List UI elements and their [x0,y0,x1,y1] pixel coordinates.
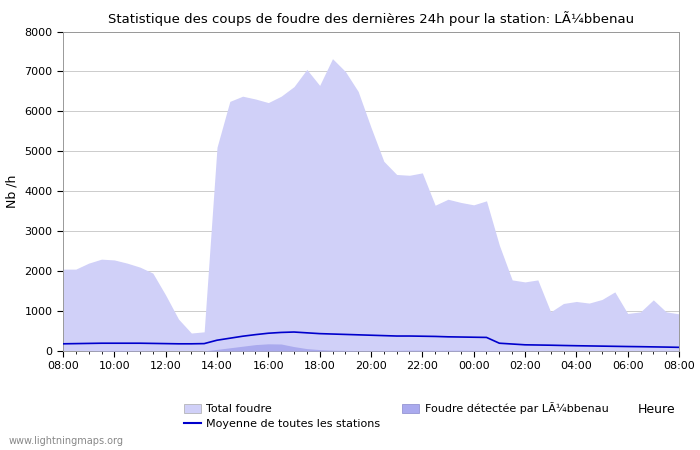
Text: Heure: Heure [638,403,676,416]
Text: www.lightningmaps.org: www.lightningmaps.org [8,436,123,446]
Y-axis label: Nb /h: Nb /h [6,175,19,208]
Legend: Total foudre, Moyenne de toutes les stations, Foudre détectée par LÃ¼bbenau: Total foudre, Moyenne de toutes les stat… [179,398,613,434]
Title: Statistique des coups de foudre des dernières 24h pour la station: LÃ¼bbenau: Statistique des coups de foudre des dern… [108,11,634,26]
